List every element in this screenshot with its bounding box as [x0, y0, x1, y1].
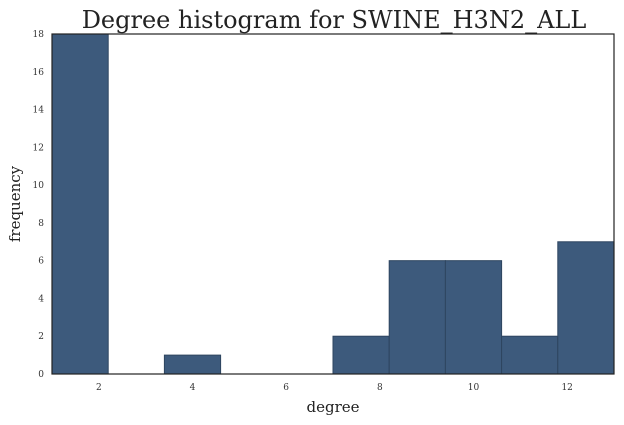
- y-axis-ticks: 0 2 4 6 8 10 12 14 16 18: [33, 30, 45, 380]
- histogram-bar: [332, 335, 390, 375]
- y-tick-label: 0: [38, 370, 44, 380]
- histogram-bar: [501, 335, 559, 375]
- y-tick-label: 6: [38, 257, 44, 267]
- y-tick-label: 12: [33, 143, 44, 153]
- y-tick-label: 16: [33, 68, 45, 78]
- y-tick-label: 4: [38, 294, 44, 304]
- y-tick-label: 2: [38, 332, 44, 342]
- plot-frame: [51, 33, 615, 375]
- histogram-bar: [163, 354, 222, 375]
- x-tick-label: 8: [377, 383, 383, 393]
- y-axis-label: frequency: [6, 165, 24, 242]
- y-tick-label: 18: [33, 30, 45, 40]
- x-tick-label: 10: [468, 383, 480, 393]
- y-tick-label: 8: [38, 219, 44, 229]
- x-axis-ticks: 2 4 6 8 10 12: [96, 383, 573, 393]
- y-tick-label: 10: [33, 181, 45, 191]
- x-tick-label: 4: [190, 383, 196, 393]
- chart-title: Degree histogram for SWINE_H3N2_ALL: [82, 6, 587, 34]
- x-axis-label: degree: [306, 398, 359, 416]
- histogram-bar: [444, 260, 503, 375]
- histogram-bar: [51, 33, 109, 375]
- histogram-bar: [388, 260, 446, 375]
- bars-group: [51, 33, 615, 375]
- y-tick-label: 14: [33, 106, 45, 116]
- x-tick-label: 12: [561, 383, 572, 393]
- x-tick-label: 2: [96, 383, 102, 393]
- x-tick-label: 6: [283, 383, 289, 393]
- histogram-bar: [557, 241, 615, 375]
